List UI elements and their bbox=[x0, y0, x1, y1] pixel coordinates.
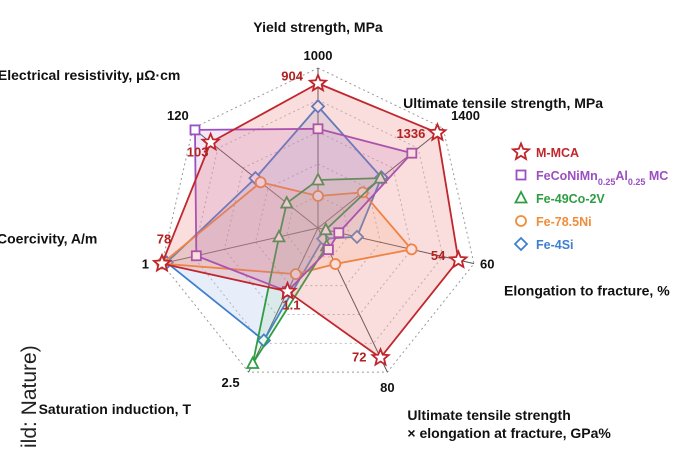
legend-label: FeCoNiMn0.25Al0.25 MC bbox=[536, 169, 668, 187]
data-label: 1.1 bbox=[282, 297, 300, 312]
series-area bbox=[161, 82, 460, 359]
marker-point-7 bbox=[189, 124, 201, 136]
marker-point-4 bbox=[370, 346, 391, 367]
radar-grid bbox=[161, 67, 475, 373]
series-area bbox=[194, 127, 413, 293]
legend-label: Fe-49Co-2V bbox=[536, 192, 605, 206]
marker-point-5 bbox=[277, 280, 298, 301]
marker-point-0 bbox=[515, 215, 527, 227]
marker-point-5 bbox=[289, 268, 302, 281]
data-label: 904 bbox=[281, 68, 303, 83]
marker-point-4 bbox=[329, 258, 342, 270]
marker-point-1 bbox=[312, 190, 324, 202]
grid-ring-1 bbox=[286, 195, 350, 258]
marker-point-0 bbox=[510, 141, 532, 161]
marker-point-3 bbox=[318, 221, 333, 236]
data-label: 72 bbox=[352, 350, 366, 365]
tick-label-max: 80 bbox=[380, 380, 394, 395]
axis-title-4: × elongation at fracture, GPa% bbox=[407, 425, 611, 441]
marker-point-0 bbox=[514, 190, 528, 204]
series-area bbox=[251, 177, 382, 365]
marker-point-6 bbox=[272, 228, 286, 243]
radar-series bbox=[151, 72, 469, 369]
marker-point-7 bbox=[254, 176, 267, 189]
series-star bbox=[151, 72, 469, 367]
axis-spoke-5 bbox=[248, 227, 319, 373]
marker-point-3 bbox=[333, 227, 345, 239]
side-caption: ild: Nature) bbox=[18, 345, 41, 448]
marker-point-7 bbox=[200, 131, 221, 152]
tick-label-max: 120 bbox=[167, 108, 189, 123]
marker-point-3 bbox=[405, 243, 418, 256]
axis-title-4: Ultimate tensile strength bbox=[407, 407, 570, 423]
data-label: 1336 bbox=[396, 126, 425, 141]
marker-point-0 bbox=[515, 169, 527, 181]
marker-point-2 bbox=[427, 121, 448, 142]
marker-point-5 bbox=[245, 355, 260, 369]
grid-ring-outer bbox=[161, 67, 475, 373]
marker-point-1 bbox=[311, 172, 325, 186]
legend-label: Fe-4Si bbox=[536, 238, 574, 252]
marker-point-6 bbox=[151, 252, 173, 273]
tick-label-max: 1400 bbox=[451, 108, 480, 123]
marker-point-2 bbox=[373, 170, 388, 184]
legend-item: Fe-4Si bbox=[513, 236, 574, 252]
legend-item: Fe-49Co-2V bbox=[514, 190, 605, 206]
data-label: 54 bbox=[431, 248, 446, 263]
series-area bbox=[161, 181, 413, 276]
legend-label: M-MCA bbox=[536, 146, 579, 160]
legend-item: M-MCA bbox=[510, 141, 579, 161]
series-square bbox=[189, 123, 418, 297]
axis-spoke-6 bbox=[161, 227, 319, 265]
marker-point-4 bbox=[323, 244, 334, 256]
tick-label-max: 2.5 bbox=[222, 375, 240, 390]
data-label: 78 bbox=[157, 232, 171, 247]
marker-point-0 bbox=[513, 236, 529, 252]
data-label: 103 bbox=[187, 144, 209, 159]
axis-title-2: Ultimate tensile strength, MPa bbox=[403, 95, 603, 111]
axis-title-3: Elongation to fracture, % bbox=[504, 283, 670, 299]
legend-label: Fe-78.5Ni bbox=[536, 215, 592, 229]
axis-title-5: Saturation induction, T bbox=[39, 401, 192, 417]
marker-point-1 bbox=[312, 123, 324, 135]
legend-item: FeCoNiMn0.25Al0.25 MC bbox=[515, 169, 668, 187]
tick-label-max: 60 bbox=[480, 257, 494, 272]
marker-point-7 bbox=[279, 195, 294, 209]
marker-point-2 bbox=[356, 186, 369, 199]
marker-point-3 bbox=[448, 249, 469, 269]
tick-label-max: 1 bbox=[142, 257, 149, 272]
axis-title-7: Electrical resistivity, µΩ·cm bbox=[0, 67, 180, 83]
legend-item: Fe-78.5Ni bbox=[515, 215, 592, 229]
marker-point-1 bbox=[310, 99, 326, 114]
legend: M-MCA FeCoNiMn0.25Al0.25 MC Fe-49Co-2V Fe-7… bbox=[510, 141, 668, 252]
marker-point-6 bbox=[190, 250, 202, 262]
axis-title-1: Yield strength, MPa bbox=[253, 19, 383, 35]
marker-point-3 bbox=[349, 229, 365, 245]
marker-point-2 bbox=[406, 147, 418, 159]
radar-labels: Yield strength, MPa Ultimate tensile stre… bbox=[0, 19, 670, 441]
grid-ring-3 bbox=[223, 131, 413, 315]
axis-title-6: Coercivity, A/m bbox=[0, 231, 97, 247]
marker-point-1 bbox=[307, 72, 329, 93]
tick-label-max: 1000 bbox=[304, 48, 333, 63]
